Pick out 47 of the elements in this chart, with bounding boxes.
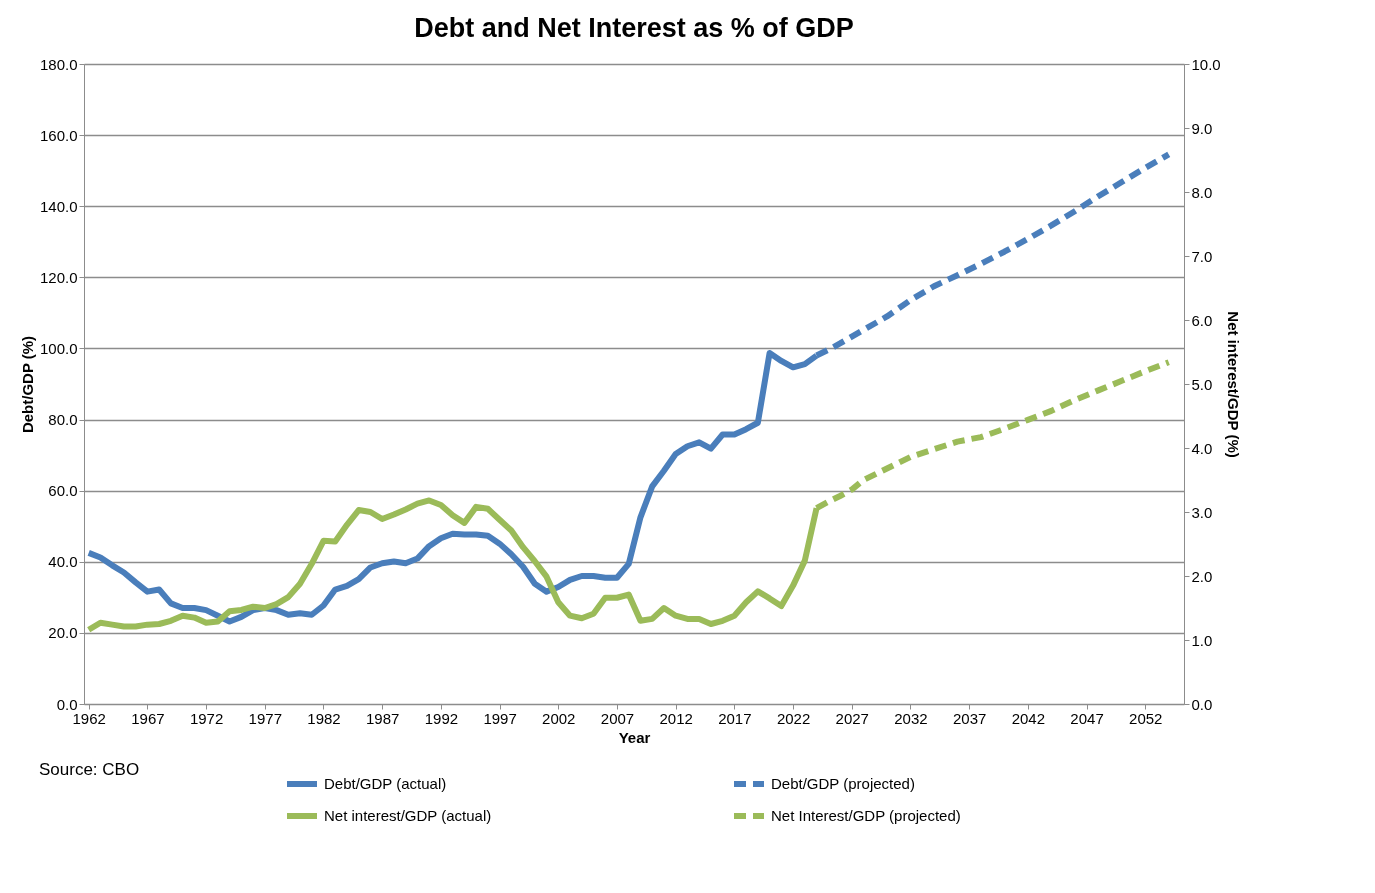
y-axis-title: Debt/GDP (%) bbox=[18, 335, 36, 434]
x-tick-label: 1997 bbox=[483, 709, 517, 727]
y-tick-label: 140.0 bbox=[39, 197, 78, 215]
x-tick-label: 1982 bbox=[307, 709, 341, 727]
x-tick-label: 2032 bbox=[894, 709, 928, 727]
x-tick-label: 2007 bbox=[600, 709, 635, 727]
y-tick-label: 120.0 bbox=[39, 268, 78, 286]
y2-tick-label: 3.0 bbox=[1191, 503, 1213, 521]
y2-tick-label: 8.0 bbox=[1191, 183, 1213, 201]
x-tick-label: 1992 bbox=[424, 709, 459, 727]
y-tick-label: 80.0 bbox=[48, 411, 78, 429]
x-tick-label: 2017 bbox=[718, 709, 752, 727]
y2-tick-label: 0.0 bbox=[1191, 695, 1213, 713]
x-tick-label: 2022 bbox=[776, 709, 811, 727]
x-tick-label: 1972 bbox=[189, 709, 224, 727]
legend-label: Debt/GDP (actual) bbox=[324, 775, 447, 792]
y2-tick-label: 10.0 bbox=[1191, 55, 1221, 73]
y-tick-label: 20.0 bbox=[48, 624, 78, 642]
x-tick-label: 1977 bbox=[248, 709, 282, 727]
y2-tick-label: 5.0 bbox=[1191, 375, 1213, 393]
y2-tick-label: 7.0 bbox=[1191, 247, 1213, 265]
y-tick-label: 160.0 bbox=[39, 126, 78, 144]
x-axis-title: Year bbox=[618, 728, 651, 746]
y-tick-label: 40.0 bbox=[48, 553, 78, 571]
y2-tick-label: 6.0 bbox=[1191, 311, 1213, 329]
legend-label: Net interest/GDP (actual) bbox=[324, 807, 492, 824]
x-tick-label: 2002 bbox=[542, 709, 576, 727]
x-tick-label: 1987 bbox=[366, 709, 400, 727]
legend-label: Debt/GDP (projected) bbox=[771, 775, 915, 792]
y2-axis-title: Net interest/GDP (%) bbox=[1224, 311, 1242, 458]
source-note: Source: CBO bbox=[39, 760, 140, 779]
y2-tick-label: 2.0 bbox=[1191, 567, 1213, 585]
y2-tick-label: 1.0 bbox=[1191, 631, 1213, 649]
y-tick-label: 60.0 bbox=[48, 482, 78, 500]
x-tick-label: 2027 bbox=[835, 709, 869, 727]
x-tick-label: 2012 bbox=[659, 709, 693, 727]
x-tick-label: 2037 bbox=[952, 709, 987, 727]
x-tick-label: 2052 bbox=[1129, 709, 1163, 727]
y-tick-label: 180.0 bbox=[39, 55, 78, 73]
x-tick-label: 1967 bbox=[131, 709, 165, 727]
y2-tick-label: 4.0 bbox=[1191, 439, 1213, 457]
x-tick-label: 2047 bbox=[1070, 709, 1104, 727]
legend-label: Net Interest/GDP (projected) bbox=[771, 807, 961, 824]
y-tick-label: 100.0 bbox=[39, 339, 78, 357]
chart-title: Debt and Net Interest as % of GDP bbox=[414, 13, 854, 43]
x-tick-label: 2042 bbox=[1011, 709, 1046, 727]
y2-tick-label: 9.0 bbox=[1191, 119, 1213, 137]
